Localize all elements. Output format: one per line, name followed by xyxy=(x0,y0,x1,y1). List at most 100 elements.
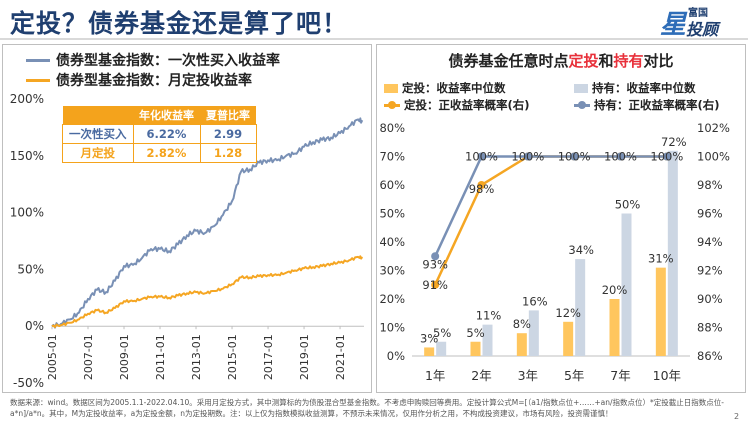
line-point xyxy=(570,152,579,161)
table-row: 一次性买入 6.22% 2.99 xyxy=(62,124,257,144)
table-cell: 2.82% xyxy=(132,143,201,163)
y-right-tick-label: 94% xyxy=(697,235,723,249)
bar-value-label: 34% xyxy=(568,243,594,257)
title-part-highlight: 定投 xyxy=(568,52,599,70)
table-header-cell: 夏普比率 xyxy=(200,106,256,125)
bar-dca xyxy=(563,321,574,356)
x-tick-label: 1年 xyxy=(425,368,445,383)
x-tick-label: 2009-01 xyxy=(118,334,131,380)
bar-value-label: 5% xyxy=(466,326,484,340)
x-tick-label: 7年 xyxy=(610,368,630,383)
y-right-tick-label: 86% xyxy=(697,349,723,363)
legend-swatch xyxy=(384,100,400,109)
bar-dca xyxy=(609,299,620,356)
bar-dca xyxy=(516,333,527,356)
y-tick-label: 200% xyxy=(10,92,44,106)
footer-disclaimer: 数据来源：wind。数据区间为2005.1.1-2022.04.10。采用月定投… xyxy=(10,398,725,418)
y-left-tick-label: 60% xyxy=(379,178,405,192)
bar-value-label: 3% xyxy=(420,331,438,345)
y-left-tick-label: 20% xyxy=(379,292,405,306)
table-cell: 6.22% xyxy=(132,124,201,144)
line-value-label: 100% xyxy=(558,150,591,164)
legend-item-lump-sum: 债券型基金指数：一次性买入收益率 xyxy=(26,50,280,70)
line-dca-prob xyxy=(434,155,667,286)
page-title: 定投？债券基金还是算了吧！ xyxy=(10,9,349,38)
bar-dca xyxy=(424,347,435,356)
bar-value-label: 72% xyxy=(661,135,687,149)
legend-label: 定投：收益率中位数 xyxy=(402,81,506,95)
legend-item-hold-median: 持有：收益率中位数 xyxy=(574,80,696,96)
legend-label: 定投：正收益率概率(右) xyxy=(404,98,530,112)
logo: 星 富国 投顾 xyxy=(660,2,744,40)
legend-label: 债券型基金指数：一次性买入收益率 xyxy=(56,53,280,69)
line-value-label: 91% xyxy=(422,278,448,292)
series-line-lump-sum xyxy=(51,117,364,329)
title-part: 和 xyxy=(598,52,614,70)
y-right-tick-label: 92% xyxy=(697,264,723,278)
line-value-label: 100% xyxy=(465,150,498,164)
line-value-label: 100% xyxy=(511,150,544,164)
series-line-monthly xyxy=(51,255,363,328)
y-right-tick-label: 100% xyxy=(697,150,730,164)
legend-swatch-orange xyxy=(26,78,50,82)
x-tick-label: 10年 xyxy=(653,368,681,383)
legend-item-dca-median: 定投：收益率中位数 xyxy=(384,80,506,96)
title-part-highlight: 持有 xyxy=(613,52,644,70)
line-point xyxy=(523,152,532,161)
x-tick-label: 2007-01 xyxy=(82,334,95,380)
bar-hold xyxy=(482,324,493,356)
table-row: 月定投 2.82% 1.28 xyxy=(62,143,257,163)
bar-hold xyxy=(575,259,586,356)
line-hold-prob xyxy=(434,155,667,257)
y-left-tick-label: 40% xyxy=(379,235,405,249)
line-point xyxy=(477,181,486,189)
x-tick-label: 2021-01 xyxy=(334,334,347,380)
y-right-tick-label: 98% xyxy=(697,178,723,192)
stats-table: 年化收益率 夏普比率 一次性买入 6.22% 2.99 月定投 2.82% 1.… xyxy=(62,106,257,163)
y-tick-label: 150% xyxy=(10,149,44,163)
y-right-tick-label: 88% xyxy=(697,321,723,335)
table-cell: 月定投 xyxy=(62,143,134,163)
table-cell: 一次性买入 xyxy=(62,124,134,144)
x-tick-label: 3年 xyxy=(518,368,538,383)
line-point xyxy=(431,252,440,261)
bar-dca xyxy=(655,267,666,356)
table-header-cell xyxy=(62,106,133,125)
x-tick-label: 2011-01 xyxy=(154,334,167,380)
legend-swatch xyxy=(574,100,590,109)
line-value-label: 100% xyxy=(650,150,683,164)
y-left-tick-label: 80% xyxy=(379,121,405,135)
x-tick-label: 2013-01 xyxy=(190,334,203,380)
line-point xyxy=(616,152,625,161)
legend-item-dca-prob: 定投：正收益率概率(右) xyxy=(384,97,530,113)
legend-swatch xyxy=(384,83,398,93)
y-right-tick-label: 96% xyxy=(697,207,723,221)
bar-dca xyxy=(470,341,481,356)
bar-hold xyxy=(621,213,632,356)
title-part: 对比 xyxy=(643,52,674,70)
x-tick-label: 2年 xyxy=(471,368,491,383)
y-right-tick-label: 90% xyxy=(697,292,723,306)
line-point xyxy=(477,152,486,161)
bar-hold xyxy=(667,150,678,356)
logo-mark: 星 xyxy=(660,10,687,40)
legend-swatch xyxy=(574,83,588,93)
bar-hold xyxy=(528,310,539,356)
line-point xyxy=(431,280,440,289)
bar-value-label: 20% xyxy=(602,283,628,297)
title-part: 债券基金任意时点 xyxy=(448,52,569,70)
y-tick-label: 0% xyxy=(25,319,44,333)
bar-value-label: 11% xyxy=(476,309,502,323)
y-left-tick-label: 0% xyxy=(387,349,405,363)
x-tick-label: 2015-01 xyxy=(226,334,239,380)
bar-value-label: 31% xyxy=(648,252,674,266)
legend-label: 债券型基金指数：月定投收益率 xyxy=(56,73,252,89)
bar-value-label: 50% xyxy=(615,198,641,212)
y-tick-label: -50% xyxy=(13,376,44,390)
logo-text-top: 富国 xyxy=(688,8,708,19)
y-left-tick-label: 50% xyxy=(379,207,405,221)
bar-hold xyxy=(436,341,447,356)
table-cell: 1.28 xyxy=(199,143,257,163)
left-legend: 债券型基金指数：一次性买入收益率 债券型基金指数：月定投收益率 xyxy=(26,50,280,90)
